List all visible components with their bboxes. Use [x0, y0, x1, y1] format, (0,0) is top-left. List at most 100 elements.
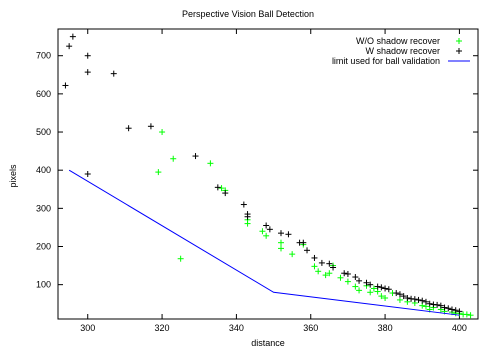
legend-item: W shadow recover [365, 46, 462, 56]
data-point [66, 43, 73, 50]
series-2 [62, 33, 463, 315]
data-point [326, 260, 333, 267]
data-point [222, 190, 229, 197]
data-point [370, 285, 377, 292]
data-point [452, 307, 459, 314]
data-point [434, 301, 441, 308]
data-point [322, 272, 329, 279]
data-point [263, 222, 270, 229]
data-point [467, 312, 474, 319]
limit-line [68, 169, 460, 316]
data-point [356, 287, 363, 294]
legend-swatch [456, 38, 462, 44]
data-point [326, 270, 333, 277]
data-point [330, 264, 337, 271]
series-1 [155, 129, 474, 319]
data-point [207, 160, 214, 167]
data-point [396, 291, 403, 298]
data-point [259, 228, 266, 235]
data-point [404, 295, 411, 302]
data-point [289, 251, 296, 258]
legend-label: W shadow recover [365, 46, 440, 56]
data-point [147, 123, 154, 130]
data-point [437, 302, 444, 309]
data-point [367, 289, 374, 296]
data-point [311, 254, 318, 261]
data-point [244, 213, 251, 220]
x-axis-label: distance [251, 338, 285, 346]
data-point [278, 230, 285, 237]
data-point [352, 274, 359, 281]
data-point [84, 52, 91, 59]
data-point [170, 155, 177, 162]
data-point [445, 305, 452, 312]
data-point [84, 171, 91, 177]
legend-item: W/O shadow recover [356, 36, 462, 46]
y-tick-label: 300 [36, 203, 51, 213]
legend-label: W/O shadow recover [356, 36, 440, 46]
data-point [304, 247, 311, 254]
data-point [110, 70, 117, 77]
y-tick-label: 600 [36, 89, 51, 99]
legend-swatch [456, 48, 462, 54]
y-tick-label: 400 [36, 165, 51, 175]
data-point [318, 259, 325, 266]
data-point [69, 33, 76, 40]
x-tick-label: 380 [378, 323, 393, 333]
x-tick-label: 340 [229, 323, 244, 333]
data-point [240, 201, 247, 208]
data-point [363, 279, 370, 286]
data-point [177, 255, 184, 262]
x-tick-label: 400 [452, 323, 467, 333]
data-point [426, 300, 433, 307]
data-point [192, 153, 199, 160]
data-point [415, 296, 422, 303]
legend-item: limit used for ball validation [332, 56, 470, 66]
data-point [448, 306, 455, 313]
data-point [382, 295, 389, 302]
data-point [159, 129, 166, 136]
data-point [300, 239, 307, 246]
x-axis: 300 320 340 360 380 400 [80, 29, 467, 333]
data-point [352, 283, 359, 290]
data-point [456, 308, 463, 315]
data-point [400, 293, 407, 300]
data-point [356, 277, 363, 284]
legend-label: limit used for ball validation [332, 56, 440, 66]
data-point [393, 290, 400, 297]
data-point [278, 239, 285, 246]
data-point [84, 69, 91, 76]
data-point [463, 311, 470, 318]
chart-title: Perspective Vision Ball Detection [182, 9, 314, 19]
y-tick-label: 700 [36, 51, 51, 61]
data-point [422, 298, 429, 305]
y-axis: 100 200 300 400 500 600 700 [36, 51, 478, 290]
data-point [344, 278, 351, 285]
data-point [337, 274, 344, 281]
y-tick-label: 100 [36, 280, 51, 290]
data-point [278, 245, 285, 252]
data-point [263, 232, 270, 239]
data-point [125, 125, 132, 132]
data-point [385, 286, 392, 293]
data-point [367, 281, 374, 288]
data-point [311, 263, 318, 270]
series-layer [62, 33, 474, 319]
data-point [155, 169, 162, 176]
data-point [382, 285, 389, 292]
data-point [285, 231, 292, 238]
x-tick-label: 300 [80, 323, 95, 333]
y-tick-label: 200 [36, 242, 51, 252]
plot-frame [57, 28, 479, 320]
data-point [378, 293, 385, 300]
data-point [396, 296, 403, 303]
data-point [214, 184, 221, 191]
data-point [218, 185, 225, 192]
data-point [266, 226, 273, 233]
data-point [419, 297, 426, 304]
data-point [62, 82, 69, 89]
data-point [341, 270, 348, 277]
data-point [315, 268, 322, 275]
